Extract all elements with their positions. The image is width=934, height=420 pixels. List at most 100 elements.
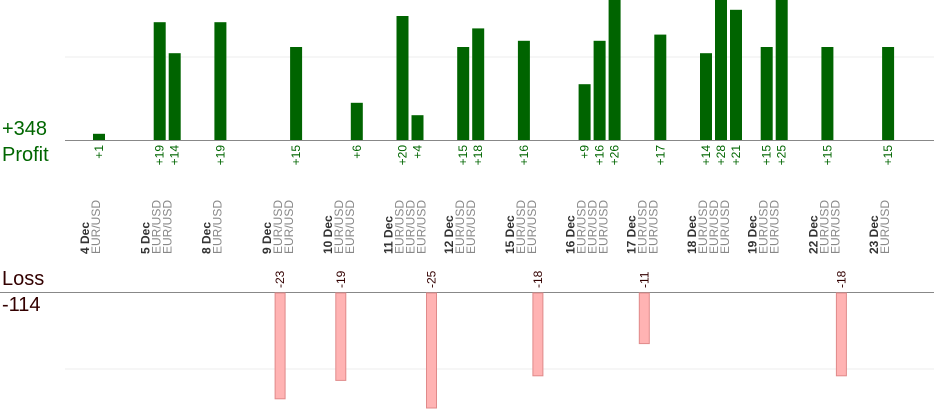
profit-bar [608,0,621,140]
profit-value-label: +9 [578,145,592,159]
symbol-label: EUR/USD [646,200,660,254]
profit-value-label: +15 [289,145,303,166]
symbol-label: EUR/USD [586,200,600,254]
profit-value-label: +28 [714,145,728,166]
loss-bar [274,292,286,400]
date-label: 12 Dec [442,215,456,254]
loss-value-label: -18 [834,270,848,288]
symbol-label: EUR/USD [828,200,842,254]
profit-bar [396,16,409,140]
date-label: 23 Dec [867,215,881,254]
symbol-label: EUR/USD [282,200,296,254]
profit-bar [457,47,470,140]
symbol-label: EUR/USD [415,200,429,254]
symbol-label: EUR/USD [635,200,649,254]
profit-value-label: +26 [608,145,622,166]
profit-bar [93,133,105,140]
profit-value-label: +16 [517,145,531,166]
profit-bar [700,53,712,141]
symbol-label: EUR/USD [89,200,103,254]
profit-bar [882,47,895,140]
profit-bar [715,0,727,140]
profit-value-label: +25 [775,145,789,166]
profit-bar [168,53,181,141]
profit-bar [593,40,606,140]
profit-value-label: +6 [350,145,364,159]
symbol-label: EUR/USD [718,200,732,254]
profit-bar [730,9,742,140]
symbol-label: EUR/USD [878,200,892,254]
symbol-label: EUR/USD [696,200,710,254]
profit-value-label: +15 [760,145,774,166]
date-label: 11 Dec [382,216,396,254]
symbol-label: EUR/USD [271,200,285,254]
profit-value-label: +4 [411,145,425,159]
profit-bar [411,115,424,140]
profit-value-label: +20 [396,145,410,166]
loss-bar [532,292,544,377]
symbol-label: EUR/USD [817,200,831,254]
loss-bar [835,292,847,377]
date-label: 16 Dec [564,215,578,254]
profit-value-label: +21 [729,145,743,166]
symbol-label: EUR/USD [575,200,589,254]
profit-value-label: +15 [820,145,834,166]
profit-bar [153,22,166,141]
profit-value-label: +19 [213,145,227,166]
profit-bar [578,84,591,140]
profit-value-label: +15 [881,145,895,166]
date-label: 9 Dec [260,222,274,254]
symbol-label: EUR/USD [343,200,357,254]
symbol-label: EUR/USD [150,200,164,254]
loss-bar [426,292,437,409]
loss-bar [638,292,650,345]
date-label: 17 Dec [624,215,638,254]
symbol-label: EUR/USD [514,200,528,254]
profit-bar [472,28,485,140]
profit-bar [821,47,834,140]
profit-value-label: +19 [153,145,167,166]
profit-value-label: +18 [471,145,485,166]
date-label: 19 Dec [746,215,760,254]
symbol-label: EUR/USD [210,200,224,254]
date-label: 8 Dec [199,222,213,254]
date-label: 18 Dec [685,215,699,254]
profit-value-label: +14 [168,145,182,166]
total-loss: -114 [2,294,41,316]
date-label: 10 Dec [321,215,335,254]
profit-value-label: +16 [593,145,607,166]
date-label: 4 Dec [78,222,92,254]
loss-value-label: -18 [531,270,545,288]
symbol-label: EUR/USD [404,200,418,254]
profit-value-label: +14 [699,145,713,166]
date-label: 5 Dec [139,222,153,254]
profit-value-label: +1 [92,145,106,159]
symbol-label: EUR/USD [757,200,771,254]
profit-bar [350,102,363,140]
loss-label: Loss [2,268,45,290]
symbol-label: EUR/USD [597,200,611,254]
symbol-label: EUR/USD [393,200,407,254]
symbol-label: EUR/USD [464,200,478,254]
profit-bar [654,34,667,140]
profit-bar [290,47,303,140]
loss-value-label: -19 [334,270,348,288]
date-label: 15 Dec [503,215,517,254]
profit-bar [775,0,788,140]
profit-bar [214,22,227,141]
loss-value-label: -25 [425,270,439,288]
symbol-label: EUR/USD [161,200,175,254]
profit-bar [517,40,530,140]
profit-bar [760,47,773,140]
symbol-label: EUR/USD [707,200,721,254]
date-label: 22 Dec [806,215,820,254]
loss-value-label: -23 [273,270,287,288]
loss-bar [335,292,347,381]
profit-value-label: +15 [456,145,470,166]
symbol-label: EUR/USD [453,200,467,254]
profit-label: Profit [2,144,49,166]
symbol-label: EUR/USD [525,200,539,254]
total-profit: +348 [2,118,48,140]
profit-value-label: +17 [653,145,667,166]
